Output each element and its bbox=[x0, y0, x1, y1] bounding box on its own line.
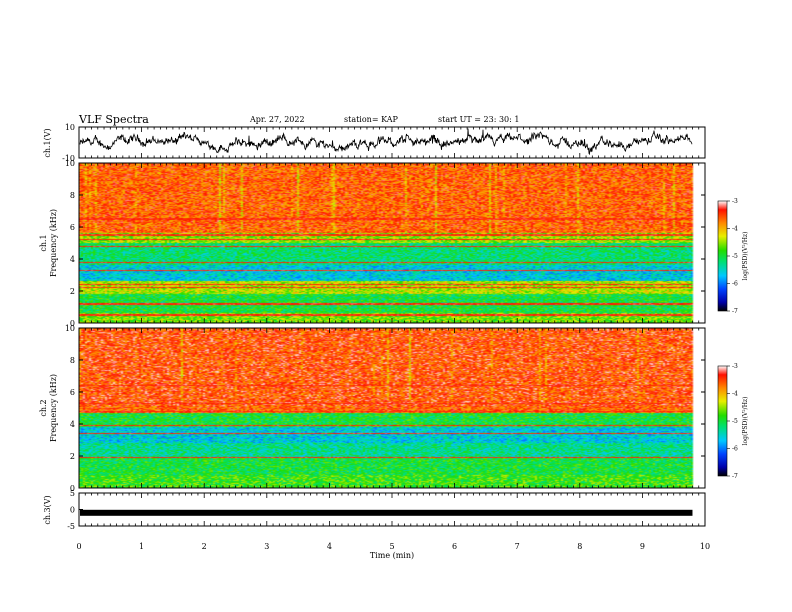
colorbar-tick-label: -3 bbox=[732, 363, 738, 370]
time-tick-label: 1 bbox=[139, 542, 144, 551]
colorbar-tick-label: -3 bbox=[732, 198, 738, 205]
ch1-waveform-frame bbox=[78, 126, 706, 159]
ch2-spectrogram-ytick-label: 2 bbox=[70, 452, 75, 461]
ch3-ytick-label: 0 bbox=[70, 506, 75, 515]
ch1-colorbar-ticks: -3 -4 -5 -6 -7 bbox=[727, 198, 738, 315]
ch1-ylabel: ch.1(V) bbox=[43, 128, 52, 157]
ch2-colorbar-ticks: -3 -4 -5 -6 -7 bbox=[727, 363, 738, 480]
ch1-ytick-bottom: -10 bbox=[62, 154, 75, 163]
ch2-spectrogram-ylabel-frequency: Frequency (kHz) bbox=[49, 374, 58, 442]
ch1-colorbar-label: log(PSD)(V²/Hz) bbox=[742, 232, 749, 281]
time-axis-label: Time (min) bbox=[370, 551, 414, 560]
station-label: station= KAP bbox=[344, 115, 399, 124]
ch3-ytick-label: -5 bbox=[67, 522, 75, 531]
ch2-spectrogram-yaxis: 0 2 4 6 8 10 bbox=[65, 324, 705, 493]
ch1-spectrogram-ytick-label: 6 bbox=[70, 223, 75, 232]
ch1-waveform-panel: 10 -10 ch.1(V) bbox=[43, 123, 706, 163]
ch1-spectrogram-ytick-label: 2 bbox=[70, 287, 75, 296]
colorbar-tick-label: -7 bbox=[732, 473, 738, 480]
ch3-waveform-yaxis: 5 0 -5 bbox=[67, 489, 83, 531]
time-tick-label: 7 bbox=[515, 542, 520, 551]
start-time-label: start UT = 23: 30: 1 bbox=[438, 115, 519, 124]
ch2-colorbar-scale bbox=[717, 365, 728, 477]
ch2-spectrogram-ylabel-channel: ch.2 bbox=[39, 399, 48, 416]
ch3-ytick-label: 5 bbox=[70, 489, 75, 498]
ch1-spectrogram-panel: 0 2 4 6 8 10 ch.1 Frequency (kHz) bbox=[39, 159, 706, 328]
ch1-waveform-trace bbox=[79, 128, 693, 156]
colorbar-tick-label: -7 bbox=[732, 308, 738, 315]
date-label: Apr. 27, 2022 bbox=[249, 115, 305, 124]
time-tick-label: 0 bbox=[76, 542, 81, 551]
ch1-spectrogram-ytick-label: 10 bbox=[65, 159, 75, 168]
ch2-spectrogram-ytick-label: 0 bbox=[70, 484, 75, 493]
ch3-waveform-panel: 5 0 -5 ch.3(V) bbox=[43, 489, 706, 531]
time-tick-label: 3 bbox=[264, 542, 269, 551]
ch1-spectrogram-ylabel-channel: ch.1 bbox=[39, 234, 48, 251]
time-tick-label: 10 bbox=[700, 542, 710, 551]
time-axis: 0 1 2 3 4 5 6 7 8 9 10 bbox=[76, 127, 710, 551]
ch2-spectrogram-panel: 0 2 4 6 8 10 ch.2 Frequency (kHz) bbox=[39, 324, 706, 493]
time-tick-label: 9 bbox=[640, 542, 645, 551]
colorbar-tick-label: -5 bbox=[732, 253, 738, 260]
colorbar-tick-label: -6 bbox=[732, 446, 738, 453]
ch1-spectrogram-image bbox=[79, 163, 705, 323]
time-tick-label: 4 bbox=[327, 542, 332, 551]
ch2-spectrogram-ytick-label: 10 bbox=[65, 324, 75, 333]
ch2-spectrogram-ytick-label: 6 bbox=[70, 388, 75, 397]
colorbar-tick-label: -4 bbox=[732, 391, 738, 398]
ch1-spectrogram-ytick-label: 0 bbox=[70, 319, 75, 328]
ch2-spectrogram-ytick-label: 4 bbox=[70, 420, 75, 429]
colorbar-tick-label: -6 bbox=[732, 281, 738, 288]
ch1-colorbar-scale bbox=[717, 200, 728, 312]
ch2-spectrogram-image bbox=[79, 328, 705, 488]
time-tick-label: 6 bbox=[452, 542, 457, 551]
ch1-spectrogram-ylabel-frequency: Frequency (kHz) bbox=[49, 209, 58, 277]
time-tick-label: 8 bbox=[577, 542, 582, 551]
time-tick-label: 5 bbox=[389, 542, 394, 551]
colorbar-tick-label: -5 bbox=[732, 418, 738, 425]
time-tick-label: 2 bbox=[202, 542, 207, 551]
ch2-colorbar-label: log(PSD)(V²/Hz) bbox=[742, 397, 749, 446]
ch2-colorbar: -3 -4 -5 -6 -7 log(PSD)(V²/Hz) bbox=[717, 363, 749, 480]
ch1-spectrogram-ytick-label: 4 bbox=[70, 255, 75, 264]
ch1-colorbar: -3 -4 -5 -6 -7 log(PSD)(V²/Hz) bbox=[717, 198, 749, 315]
ch1-spectrogram-ytick-label: 8 bbox=[70, 191, 75, 200]
ch1-spectrogram-yaxis: 0 2 4 6 8 10 bbox=[65, 159, 705, 328]
ch3-waveform-trace bbox=[80, 509, 693, 516]
colorbar-tick-label: -4 bbox=[732, 226, 738, 233]
figure-title: VLF Spectra bbox=[78, 113, 149, 126]
ch2-spectrogram-ytick-label: 8 bbox=[70, 356, 75, 365]
ch3-ylabel: ch.3(V) bbox=[43, 495, 52, 524]
ch1-ytick-top: 10 bbox=[65, 123, 75, 132]
